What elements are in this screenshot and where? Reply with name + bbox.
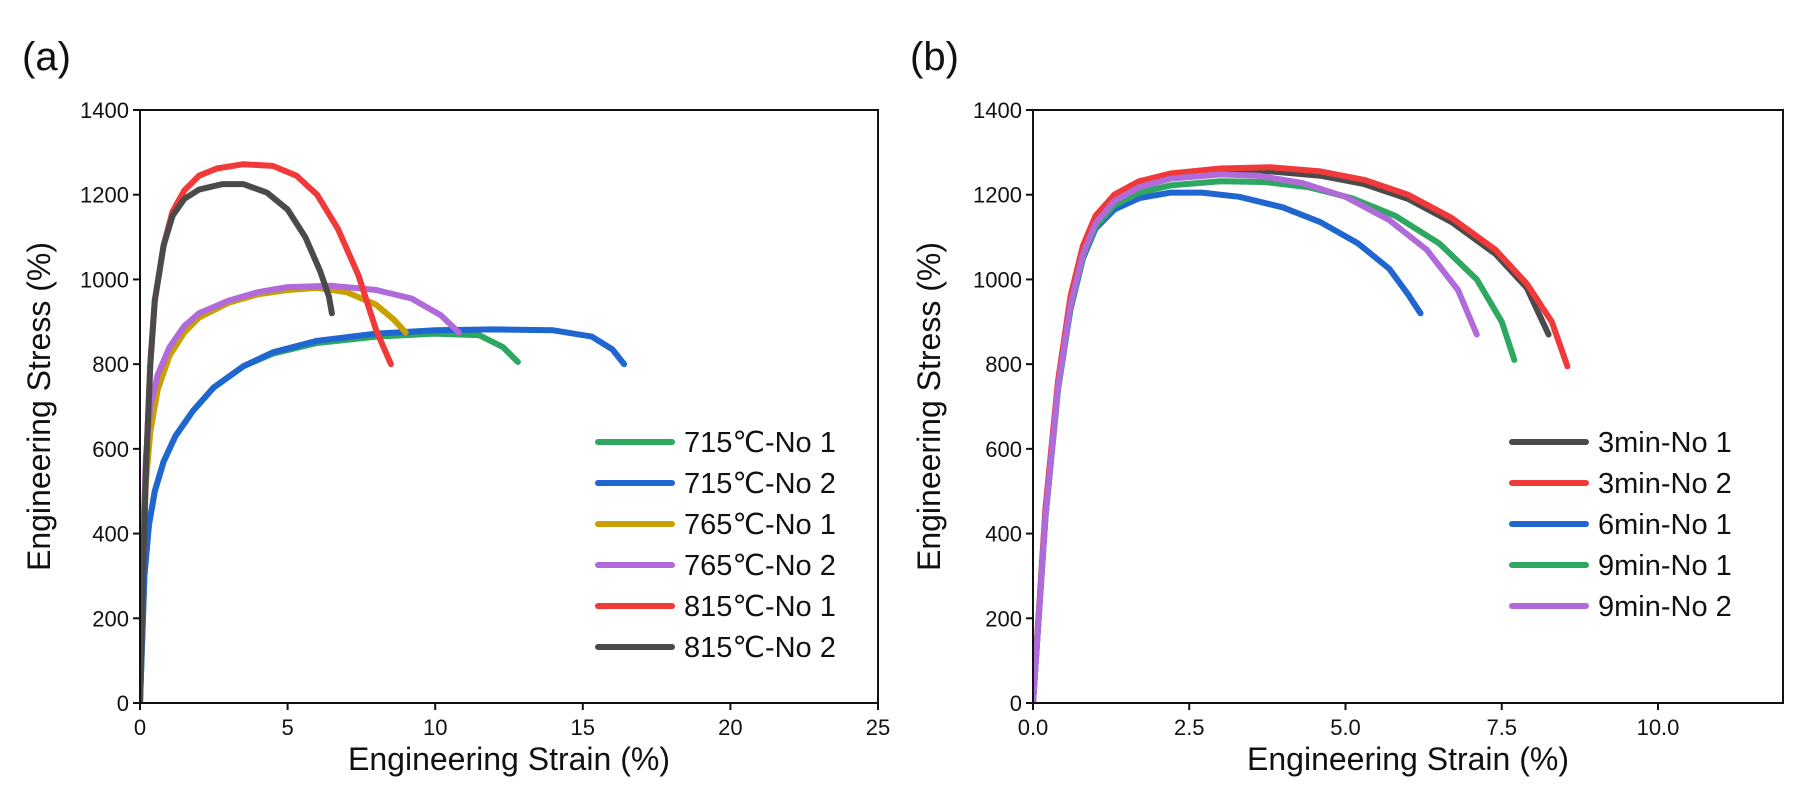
legend-b: 3min-No 1 3min-No 2 6min-No 1 9min-No 1 9min…: [1509, 427, 1732, 623]
y-tick-label-b-1: 200: [985, 606, 1022, 631]
y-tick-label-a-1: 200: [92, 606, 129, 631]
y-tick-label-b-6: 1200: [973, 183, 1022, 208]
plot-area-b: 0.0 2.5 5.0 7.5 10.0 0 200 400 600 800 1000 1200 140…: [911, 98, 1784, 777]
y-tick-label-a-7: 1400: [80, 98, 129, 123]
legend-label-a-5: 815℃-No 1: [684, 591, 836, 623]
x-tick-label-b-4: 10.0: [1637, 715, 1680, 740]
legend-label-b-3: 6min-No 1: [1598, 509, 1732, 541]
y-tick-label-a-0: 0: [117, 691, 129, 716]
legend-label-b-2: 3min-No 2: [1598, 468, 1732, 500]
plot-area-a: 0 5 10 15 20 25 0 200 400 600 800 1000 1200 1400 Engin…: [21, 98, 890, 777]
legend-label-a-6: 815℃-No 2: [684, 632, 836, 664]
y-tick-label-a-6: 1200: [80, 183, 129, 208]
legend-label-b-1: 3min-No 1: [1598, 427, 1732, 459]
series-line-b-5: [1033, 171, 1480, 703]
legend-label-a-4: 765℃-No 2: [684, 550, 836, 582]
x-tick-label-a-0: 0: [134, 715, 146, 740]
legend-label-b-4: 9min-No 1: [1598, 550, 1732, 582]
series-line-b-4: [1033, 178, 1518, 703]
x-tick-label-b-2: 5.0: [1330, 715, 1361, 740]
series-group-a: [140, 161, 628, 703]
series-line-b-1: [1033, 168, 1552, 703]
y-tick-label-b-2: 400: [985, 522, 1022, 547]
legend-label-b-5: 9min-No 2: [1598, 591, 1732, 623]
series-line-a-1: [140, 330, 521, 703]
y-tick-label-b-5: 1000: [973, 267, 1022, 292]
series-line-a-6: [140, 181, 335, 703]
legend-label-a-2: 715℃-No 2: [684, 468, 836, 500]
y-tick-label-a-5: 1000: [80, 267, 129, 292]
y-tick-label-a-2: 400: [92, 522, 129, 547]
x-tick-label-b-1: 2.5: [1174, 715, 1205, 740]
x-axis-title-a: Engineering Strain (%): [348, 741, 670, 777]
y-tick-label-a-4: 800: [92, 352, 129, 377]
y-axis-title-a: Engineering Stress (%): [21, 242, 57, 571]
y-tick-label-b-7: 1400: [973, 98, 1022, 123]
y-tick-label-b-3: 600: [985, 437, 1022, 462]
series-line-b-3: [1033, 189, 1424, 703]
series-line-a-2: [140, 326, 628, 703]
panel-label-b: (b): [910, 35, 959, 79]
x-tick-label-a-4: 20: [718, 715, 742, 740]
x-tick-label-b-3: 7.5: [1486, 715, 1517, 740]
chart-panel-a: (a) 0 5 10 15 20 25 0 200 400 600 800 1000 1200 1400 E…: [21, 35, 890, 777]
y-tick-label-b-0: 0: [1010, 691, 1022, 716]
x-tick-label-a-5: 25: [866, 715, 890, 740]
y-tick-label-b-4: 800: [985, 352, 1022, 377]
x-axis-title-b: Engineering Strain (%): [1247, 741, 1569, 777]
plot-frame-a: [139, 109, 879, 704]
x-tick-label-a-2: 10: [423, 715, 447, 740]
y-tick-label-a-3: 600: [92, 437, 129, 462]
x-tick-label-a-1: 5: [281, 715, 293, 740]
chart-panel-b: (b) 0.0 2.5 5.0 7.5 10.0 0 200 400 600 800 1000 120…: [910, 35, 1784, 777]
series-group-b: [1033, 164, 1571, 703]
panel-label-a: (a): [22, 35, 71, 79]
x-tick-label-a-3: 15: [571, 715, 595, 740]
legend-a: 715℃-No 1 715℃-No 2 765℃-No 1 765℃-No 2 815℃…: [595, 427, 836, 664]
legend-label-a-3: 765℃-No 1: [684, 509, 836, 541]
y-axis-title-b: Engineering Stress (%): [911, 242, 947, 571]
legend-label-a-1: 715℃-No 1: [684, 427, 836, 459]
plot-frame-b: [1032, 109, 1784, 704]
x-tick-label-b-0: 0.0: [1018, 715, 1049, 740]
